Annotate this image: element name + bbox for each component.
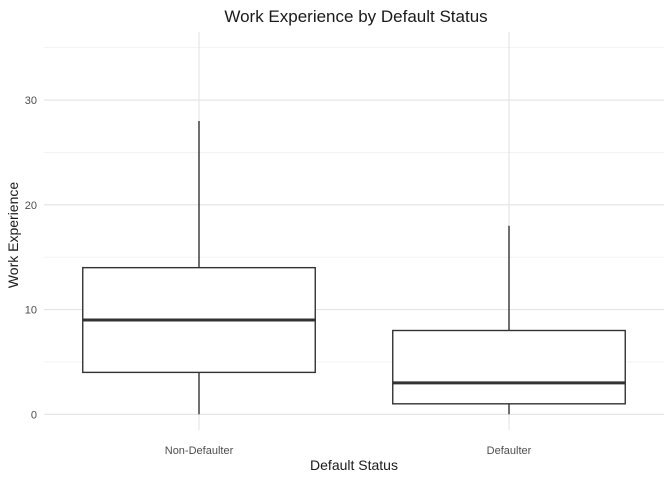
y-tick-label: 20	[25, 200, 37, 212]
boxplot-defaulter	[392, 225, 626, 415]
x-tick-label: Defaulter	[487, 445, 532, 457]
y-tick-label: 0	[31, 409, 37, 421]
x-axis-ticks: Non-Defaulter Defaulter	[165, 445, 532, 457]
y-axis-title: Work Experience	[5, 182, 21, 289]
x-tick-label: Non-Defaulter	[165, 445, 234, 457]
y-axis-ticks: 0 10 20 30	[25, 95, 37, 421]
iqr-box	[392, 329, 626, 405]
y-tick-label: 10	[25, 305, 37, 317]
y-tick-label: 30	[25, 95, 37, 107]
boxplot-non-defaulter	[82, 121, 316, 415]
boxplots	[82, 121, 626, 415]
chart-title: Work Experience by Default Status	[224, 7, 487, 26]
x-axis-title: Default Status	[310, 457, 398, 473]
